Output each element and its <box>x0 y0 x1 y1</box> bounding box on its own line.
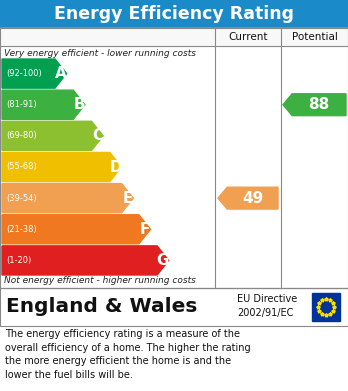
Text: England & Wales: England & Wales <box>6 298 197 316</box>
Text: Very energy efficient - lower running costs: Very energy efficient - lower running co… <box>4 49 196 58</box>
Polygon shape <box>218 187 278 209</box>
Text: G: G <box>157 253 169 268</box>
Text: (69-80): (69-80) <box>6 131 37 140</box>
Text: EU Directive
2002/91/EC: EU Directive 2002/91/EC <box>237 294 297 318</box>
Text: Not energy efficient - higher running costs: Not energy efficient - higher running co… <box>4 276 196 285</box>
Text: E: E <box>122 191 133 206</box>
Text: 49: 49 <box>242 191 263 206</box>
Text: The energy efficiency rating is a measure of the
overall efficiency of a home. T: The energy efficiency rating is a measur… <box>5 329 251 380</box>
Text: A: A <box>55 66 67 81</box>
Polygon shape <box>283 94 346 116</box>
Text: Energy Efficiency Rating: Energy Efficiency Rating <box>54 5 294 23</box>
Bar <box>0 28 348 46</box>
Polygon shape <box>2 215 150 244</box>
Text: D: D <box>109 160 122 174</box>
Text: 88: 88 <box>308 97 330 112</box>
Polygon shape <box>2 152 121 181</box>
Bar <box>0 0 348 28</box>
Text: Potential: Potential <box>292 32 338 42</box>
Polygon shape <box>2 121 103 151</box>
Text: (1-20): (1-20) <box>6 256 31 265</box>
Text: (21-38): (21-38) <box>6 225 37 234</box>
Text: (55-68): (55-68) <box>6 163 37 172</box>
Bar <box>0 288 348 326</box>
Polygon shape <box>2 90 85 119</box>
Text: (39-54): (39-54) <box>6 194 37 203</box>
Polygon shape <box>2 59 67 88</box>
Text: (81-91): (81-91) <box>6 100 37 109</box>
Bar <box>312 293 340 321</box>
Text: (92-100): (92-100) <box>6 69 42 78</box>
Polygon shape <box>2 183 133 213</box>
Text: C: C <box>92 128 103 143</box>
Text: F: F <box>140 222 150 237</box>
Text: Current: Current <box>228 32 268 42</box>
Bar <box>0 28 348 288</box>
Polygon shape <box>2 246 169 275</box>
Bar <box>0 288 348 326</box>
Text: B: B <box>73 97 85 112</box>
